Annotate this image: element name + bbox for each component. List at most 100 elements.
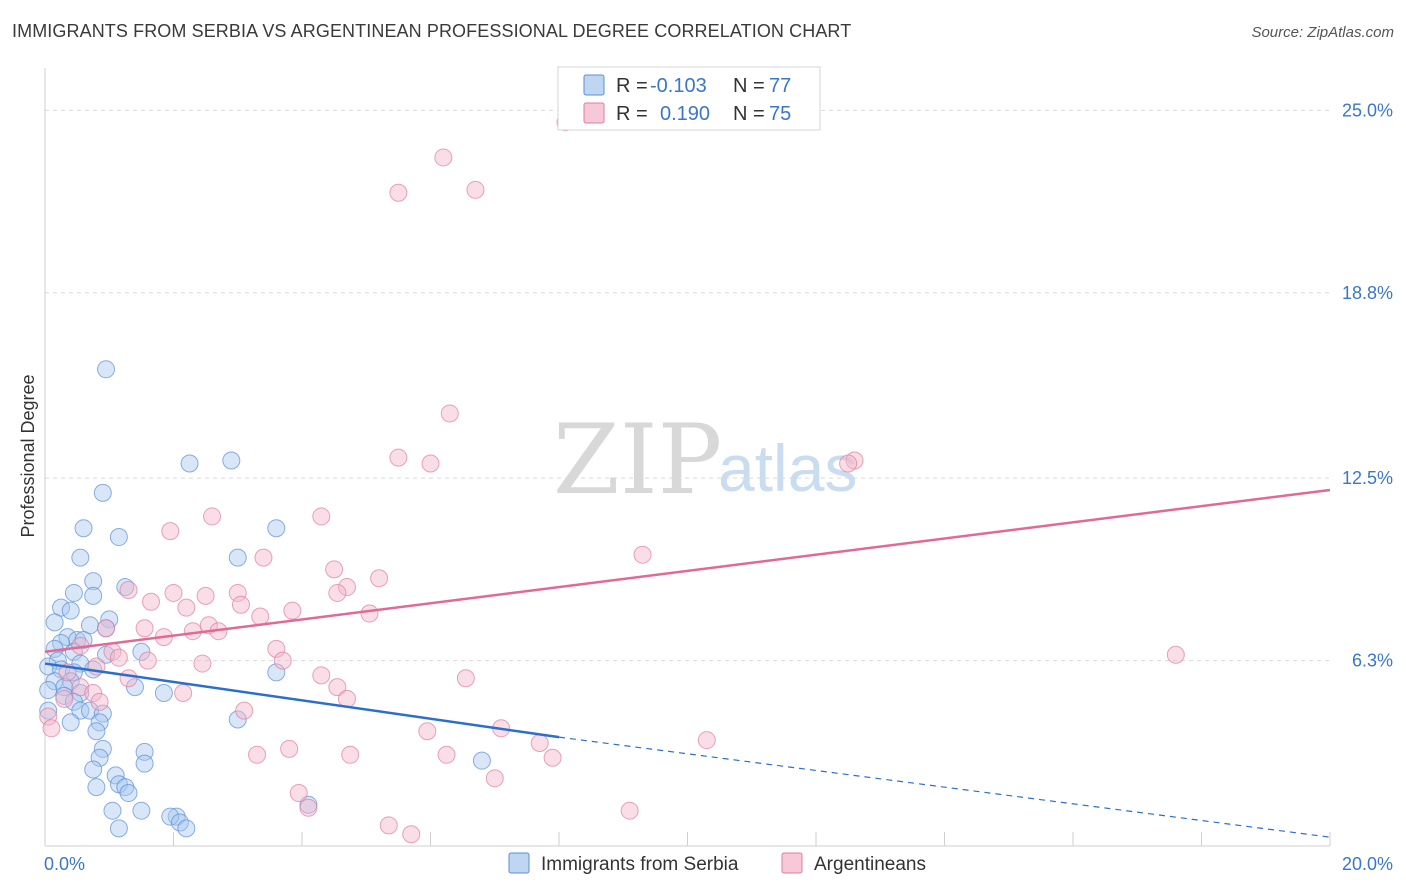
serbia-point [74,519,93,538]
y-tick-label: 18.8% [1342,283,1393,303]
argentinean-point [196,586,215,605]
argentinean-point [437,745,456,764]
argentinean-point [55,689,74,708]
serbia-point [116,778,135,797]
serbia-point [228,548,247,567]
argentinean-point [248,745,267,764]
serbia-point [125,678,144,697]
serbia-trend-extension [558,736,1331,838]
serbia-point [267,519,286,538]
legend-r-value-argentinean: 0.190 [660,103,710,125]
trend-lines [44,488,1331,838]
serbia-point [177,819,196,838]
argentinean-point [402,825,421,844]
serbia-point [267,663,286,682]
serbia-point [45,672,64,691]
argentinean-point [299,798,318,817]
legend-swatch-argentinean [583,102,605,124]
argentinean-point [203,507,222,526]
argentinean-point [177,598,196,617]
chart-title: IMMIGRANTS FROM SERBIA VS ARGENTINEAN PR… [12,21,852,41]
legend-r-value-serbia: -0.103 [650,75,707,97]
serbia-point [103,801,122,820]
argentinean-point [530,734,549,753]
bottom-legend: Immigrants from Serbia Argentineans [508,852,926,875]
serbia-point [109,528,128,547]
legend-n-label-argentinean: N = [733,103,765,125]
argentinean-point [389,448,408,467]
argentinean-point [142,592,161,611]
argentinean-point [434,148,453,167]
x-tick-label: 0.0% [44,854,85,874]
y-axis-label: Professional Degree [18,374,38,537]
argentinean-point [456,669,475,688]
serbia-point [39,681,58,700]
argentinean-point [418,722,437,741]
serbia-point [61,713,80,732]
serbia-point [87,778,106,797]
y-tick-label: 25.0% [1342,100,1393,120]
serbia-point [84,586,103,605]
argentinean-point [138,651,157,670]
argentinean-point [174,683,193,702]
tick-labels: 6.3% 12.5% 18.8% 25.0% 0.0% 20.0% [44,100,1393,874]
y-tick-label: 12.5% [1342,468,1393,488]
argentinean-point [839,454,858,473]
serbia-point [222,451,241,470]
legend-r-label-argentinean: R = [616,103,648,125]
x-tick-label: 20.0% [1342,854,1393,874]
serbia-point [97,360,116,379]
serbia-point [154,683,173,702]
serbia-point [228,710,247,729]
legend-n-label-serbia: N = [733,75,765,97]
argentinean-point [370,569,389,588]
argentinean-point [440,404,459,423]
argentinean-point [543,748,562,767]
argentinean-point [231,595,250,614]
argentinean-point [280,739,299,758]
serbia-point [74,631,93,650]
argentinean-point [42,719,61,738]
argentinean-point [235,701,254,720]
argentinean-point [389,183,408,202]
argentinean-point [90,692,109,711]
source-credit: Source: ZipAtlas.com [1251,24,1394,41]
legend-r-label-serbia: R = [616,75,648,97]
serbia-point [90,748,109,767]
argentinean-point [328,583,347,602]
argentinean-point [273,651,292,670]
serbia-point [119,784,138,803]
argentinean-point [697,731,716,750]
argentinean-point [312,666,331,685]
argentinean-point [466,180,485,199]
legend-swatch-serbia [583,74,605,96]
serbia-point [84,760,103,779]
serbia-points [39,360,491,838]
argentinean-point [254,548,273,567]
serbia-point [71,548,90,567]
serbia-point [132,642,151,661]
serbia-point [109,819,128,838]
serbia-point [71,701,90,720]
argentinean-point [135,619,154,638]
serbia-trend-line [44,662,560,739]
serbia-point [161,807,180,826]
argentinean-point [312,507,331,526]
argentinean-trend-line [44,488,1331,654]
serbia-point [93,483,112,502]
serbia-point [84,572,103,591]
argentinean-point [485,769,504,788]
argentinean-point [341,745,360,764]
serbia-point [132,801,151,820]
argentinean-point [325,560,344,579]
argentinean-point [251,607,270,626]
argentinean-point [161,522,180,541]
argentinean-point [421,454,440,473]
bottom-legend-label-serbia: Immigrants from Serbia [541,854,739,875]
argentinean-point [228,583,247,602]
legend-n-value-argentinean: 75 [769,103,791,125]
argentinean-point [119,669,138,688]
watermark: ZIP atlas [553,404,857,516]
serbia-point [45,613,64,632]
